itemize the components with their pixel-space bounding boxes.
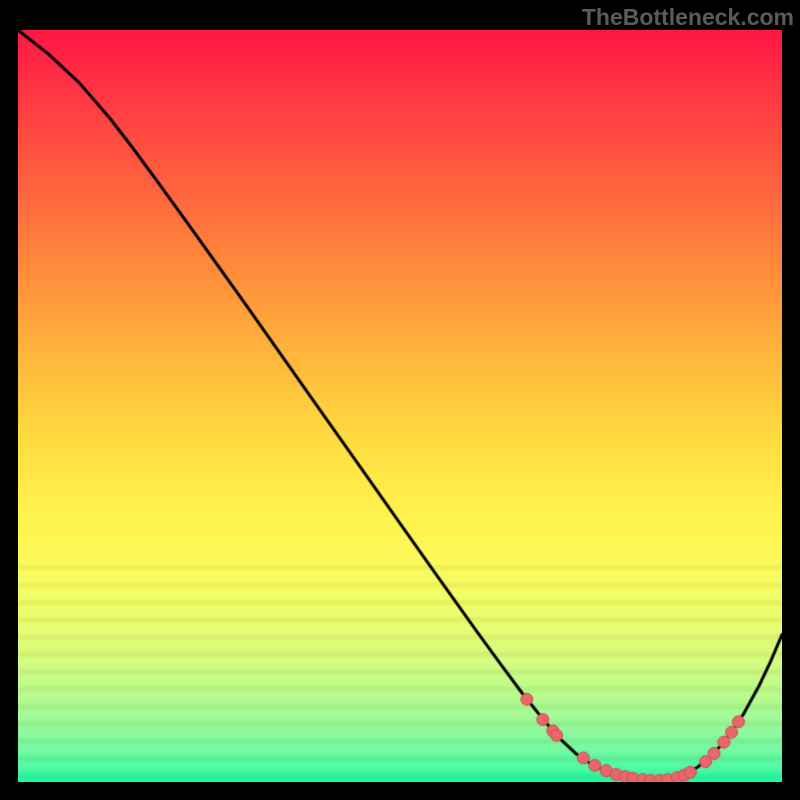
- watermark-label: TheBottleneck.com: [582, 4, 794, 31]
- chart-canvas: [18, 30, 782, 782]
- chart-stage: TheBottleneck.com: [0, 0, 800, 800]
